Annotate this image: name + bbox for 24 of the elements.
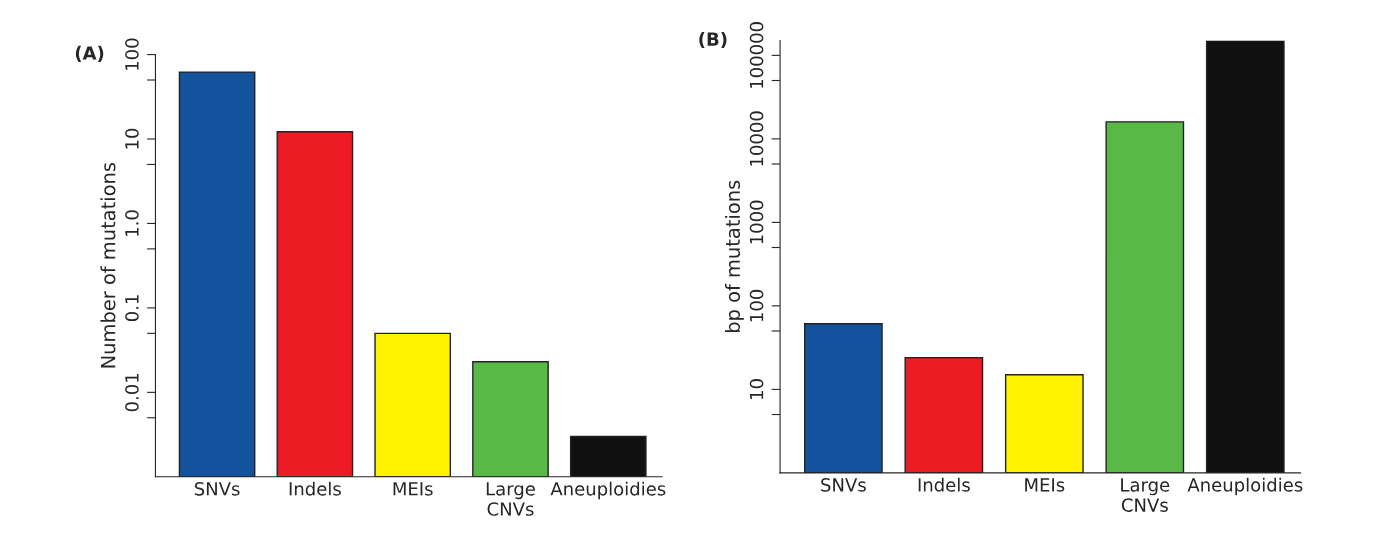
x-tick-label: MEIs: [1025, 478, 1065, 492]
x-tick-label: SNVs: [194, 481, 240, 496]
y-tick-label: 100000: [749, 22, 764, 88]
y-tick-label: 1000: [749, 200, 764, 244]
y-axis-title: bp of mutations: [725, 180, 744, 332]
y-tick-label: 10000: [749, 111, 764, 166]
y-tick-label: 10: [125, 128, 139, 149]
x-tick-label: Indels: [289, 481, 341, 496]
y-tick-label: 100: [125, 38, 139, 70]
y-tick-label: 1.0: [125, 210, 139, 236]
chart-title: (A): [75, 45, 104, 62]
y-tick-label: 0.1: [125, 295, 139, 322]
x-tick-label: Aneuploidies: [1187, 477, 1303, 496]
y-tick-label: 100: [749, 289, 764, 322]
x-tick-label: Large CNVs: [486, 482, 535, 516]
x-tick-label: SNVs: [821, 478, 866, 492]
y-tick-label: 0.01: [125, 373, 139, 412]
x-tick-label: Aneuploidies: [550, 481, 666, 500]
x-tick-label: MEIs: [393, 482, 433, 496]
x-tick-label: Large CNVs: [1121, 478, 1170, 512]
y-axis-title: Number of mutations: [100, 162, 116, 368]
x-tick-label: Indels: [918, 477, 970, 492]
y-tick-label: 10: [749, 379, 764, 399]
chart-title: (B): [699, 31, 727, 49]
